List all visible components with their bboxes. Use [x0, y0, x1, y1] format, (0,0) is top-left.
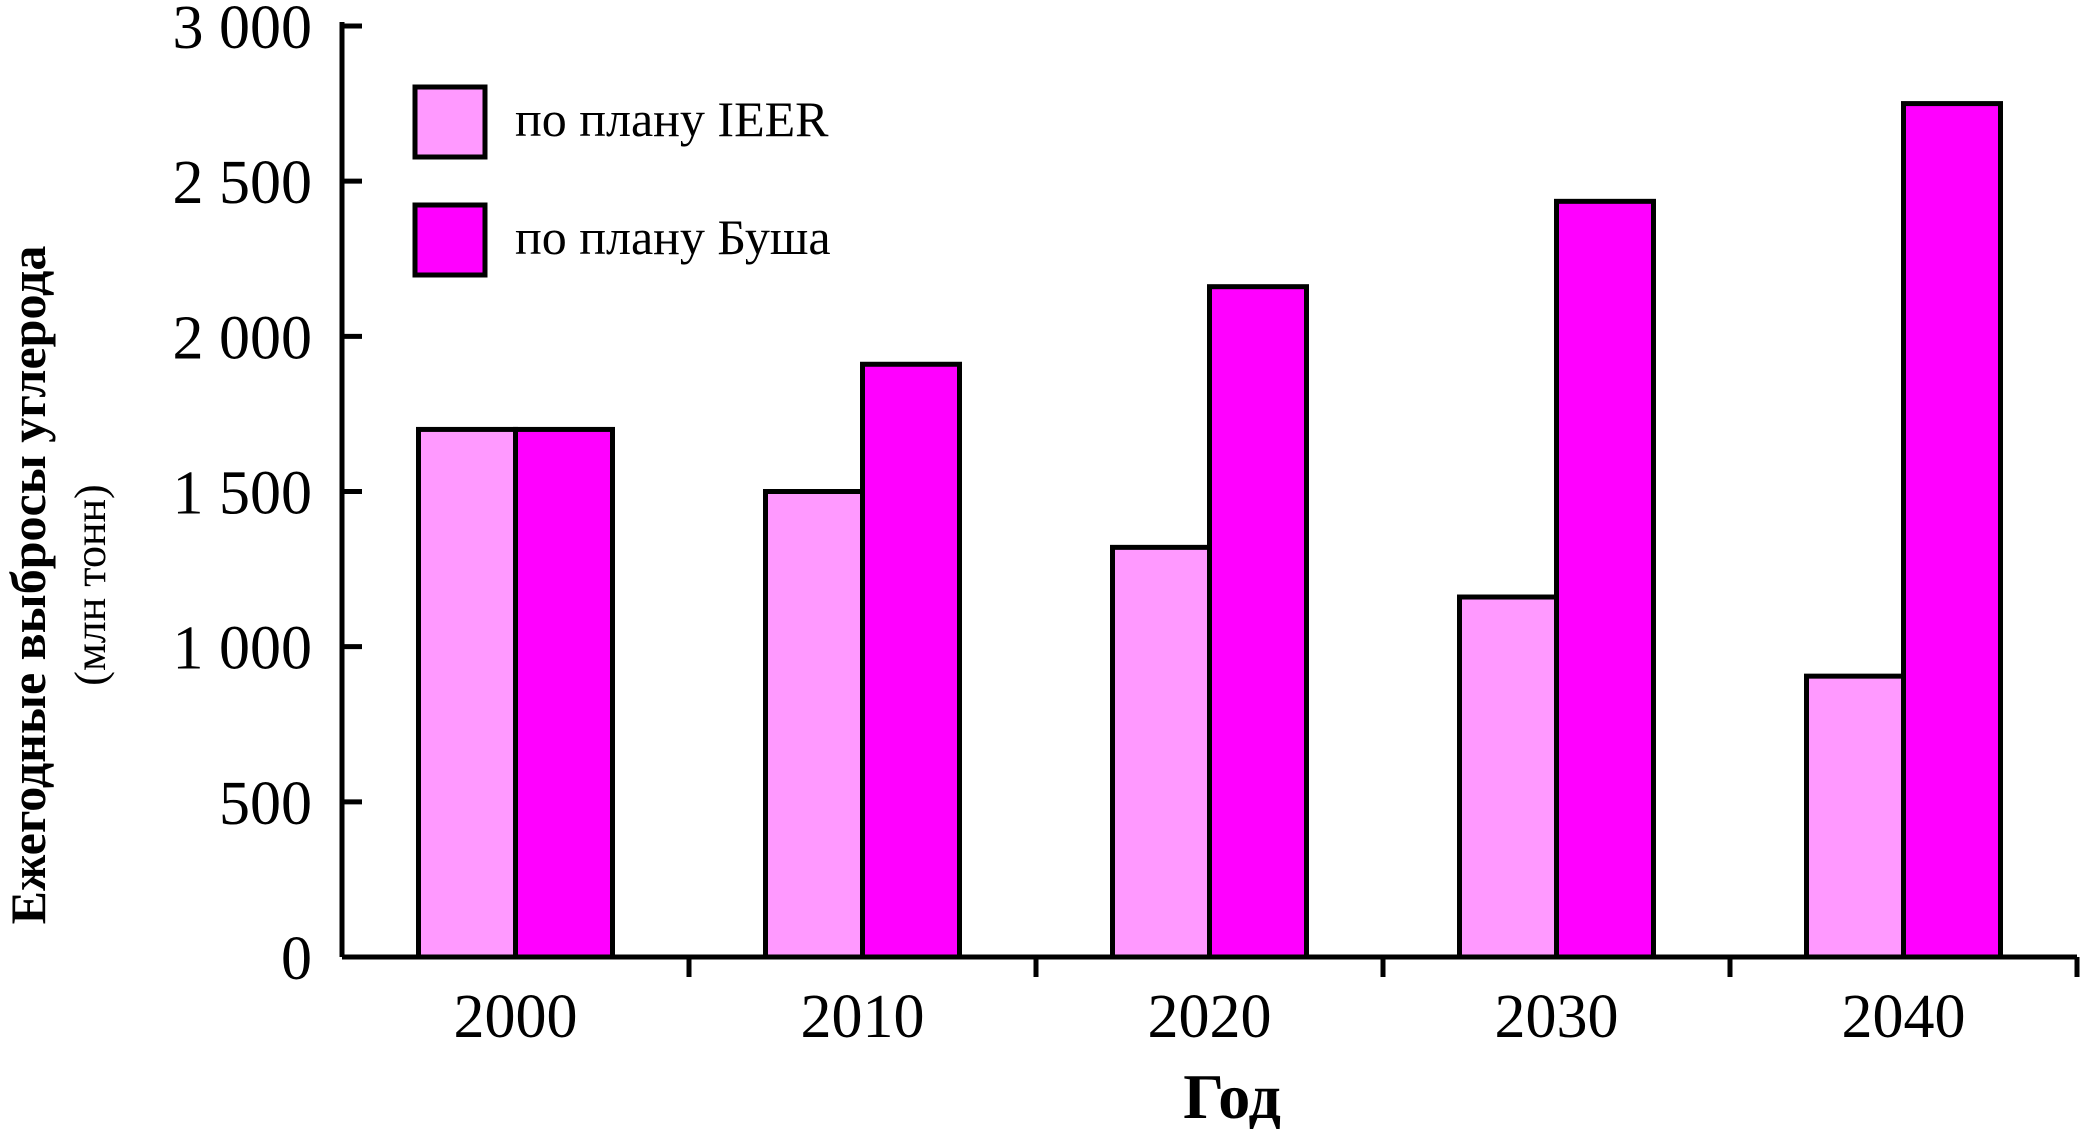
legend-swatch-ieer [412, 84, 488, 160]
bar-bush-2030 [1554, 198, 1656, 960]
x-tick-label: 2030 [1495, 983, 1619, 1051]
bar-bush-2040 [1901, 101, 2003, 960]
bar-bush-2020 [1207, 284, 1309, 960]
bar-ieer-2030 [1457, 594, 1559, 960]
bar-ieer-2010 [763, 489, 865, 960]
x-tick-label: 2010 [801, 983, 925, 1051]
y-tick-label: 2 500 [173, 149, 313, 217]
bar-bush-2010 [860, 361, 962, 960]
y-axis-units: (млн тонн) [66, 484, 115, 685]
y-tick-label: 2 000 [173, 304, 313, 372]
x-tick-label: 2000 [454, 983, 578, 1051]
y-axis-ticks: 0 500 1 000 1 500 2 000 2 500 3 000 [173, 0, 362, 993]
x-axis-ticks: 2000 2010 2020 2030 2040 [454, 957, 2080, 1051]
bar-ieer-2020 [1110, 544, 1212, 960]
legend: по плану IEER по плану Буша [412, 84, 831, 278]
legend-label-bush: по плану Буша [515, 209, 831, 265]
y-tick-label: 500 [219, 770, 312, 838]
x-axis-label: Год [1183, 1061, 1281, 1129]
y-tick-label: 1 500 [173, 460, 313, 528]
y-axis-label: Ежегодные выбросы углерода [0, 246, 56, 925]
y-tick-label: 1 000 [173, 615, 313, 683]
y-axis-title: Ежегодные выбросы углерода (млн тонн) [0, 246, 115, 925]
axes [339, 22, 2077, 960]
bar-bush-2000 [513, 426, 615, 960]
legend-label-ieer: по плану IEER [515, 91, 829, 147]
bar-ieer-2000 [416, 426, 518, 960]
bars [416, 101, 2003, 960]
x-tick-label: 2040 [1842, 983, 1966, 1051]
y-tick-label: 0 [281, 925, 312, 993]
bar-ieer-2040 [1804, 673, 1906, 960]
x-tick-label: 2020 [1148, 983, 1272, 1051]
y-tick-label: 3 000 [173, 0, 313, 62]
legend-swatch-bush [412, 202, 488, 278]
